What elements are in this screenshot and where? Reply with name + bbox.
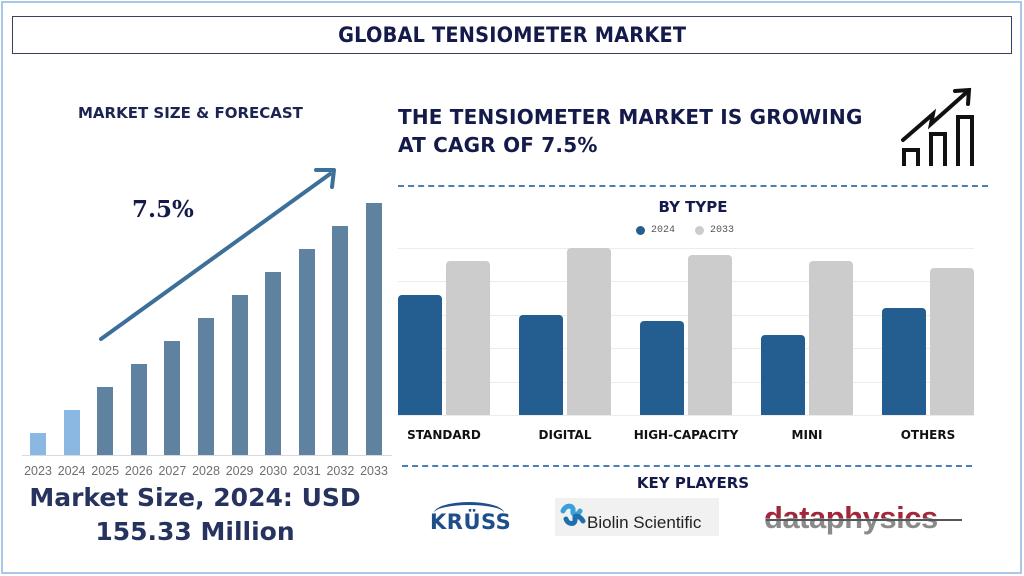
kruss-text: KRÜSS <box>430 510 512 534</box>
bar-high-capacity-2033 <box>688 254 732 415</box>
forecast-chart: 2023 2024 2025 2026 2027 2028 2029 2030 2031 2032… <box>0 0 392 576</box>
legend-label-2024: 2024 <box>651 225 676 236</box>
x-axis-line <box>22 455 392 456</box>
category-label-mini: MINI <box>791 428 823 442</box>
forecast-bar-2026 <box>130 364 147 455</box>
bar-mini-2024 <box>761 334 805 415</box>
legend-label-2033: 2033 <box>710 225 735 236</box>
gridline <box>398 248 974 249</box>
legend-item-2024: 2024 <box>636 225 675 236</box>
bar-standard-2024 <box>398 294 442 415</box>
forecast-bar-2027 <box>164 341 181 455</box>
year-label-2032: 2032 <box>326 464 355 478</box>
forecast-bar-2030 <box>265 272 282 455</box>
biolin-text: Biolin Scientific <box>587 513 702 532</box>
divider-bottom <box>402 465 972 467</box>
legend-dot-2024 <box>636 226 645 235</box>
chart-legend: 2024 2033 <box>636 225 734 236</box>
by-type-title: BY TYPE <box>658 198 728 216</box>
header-title-box: GLOBAL TENSIOMETER MARKET <box>12 16 1012 54</box>
forecast-bar-2033 <box>366 203 382 455</box>
year-label-2030: 2030 <box>259 464 288 478</box>
year-label-2033: 2033 <box>360 464 388 478</box>
logo-biolin-scientific: Biolin Scientific <box>555 498 719 536</box>
biolin-mark-icon <box>560 503 586 526</box>
category-label-high-capacity: HIGH-CAPACITY <box>633 428 739 442</box>
forecast-title: MARKET SIZE & FORECAST <box>78 104 303 122</box>
bar-mini-2033 <box>809 261 853 415</box>
headline-line1: THE TENSIOMETER MARKET IS GROWING <box>398 105 863 129</box>
logo-kruss: KRÜSS <box>430 502 512 538</box>
forecast-bar-2024 <box>63 410 80 455</box>
year-label-2024: 2024 <box>57 464 86 478</box>
year-label-2027: 2027 <box>158 464 187 478</box>
headline-line2: AT CAGR OF 7.5% <box>398 133 598 157</box>
dataphysics-line <box>766 519 962 521</box>
kruss-arc-icon <box>434 502 504 524</box>
divider-top <box>398 185 988 187</box>
forecast-bar-2029 <box>231 295 248 455</box>
category-label-digital: DIGITAL <box>538 428 592 442</box>
category-label-others: OTHERS <box>900 428 956 442</box>
cagr-headline: THE TENSIOMETER MARKET IS GROWING AT CAG… <box>398 103 863 159</box>
year-label-2026: 2026 <box>124 464 153 478</box>
gridline <box>398 314 974 316</box>
forecast-bar-2023 <box>30 433 46 455</box>
growth-chart-icon <box>901 87 974 166</box>
forecast-bar-2028 <box>198 318 214 455</box>
legend-dot-2033 <box>695 226 705 235</box>
gridline <box>398 281 974 283</box>
category-label-standard: STANDARD <box>407 428 481 442</box>
bar-others-2024 <box>882 308 926 415</box>
year-label-2025: 2025 <box>91 464 120 478</box>
bar-high-capacity-2024 <box>640 321 684 415</box>
key-players-title: KEY PLAYERS <box>636 474 750 492</box>
forecast-bar-2031 <box>298 249 315 455</box>
bar-others-2033 <box>930 268 974 415</box>
gridline <box>398 381 974 383</box>
logo-dataphysics: dataphysics <box>764 500 964 540</box>
gridline <box>398 415 974 416</box>
growth-arrow-icon <box>99 168 336 341</box>
page-title: GLOBAL TENSIOMETER MARKET <box>337 23 687 47</box>
year-label-2023: 2023 <box>24 464 52 478</box>
forecast-bar-2032 <box>332 226 349 455</box>
forecast-bar-2025 <box>97 387 114 455</box>
year-label-2031: 2031 <box>292 464 321 478</box>
bar-digital-2024 <box>519 314 563 415</box>
market-size-line2: 155.33 Million <box>95 517 295 546</box>
gridline <box>398 348 974 350</box>
year-label-2029: 2029 <box>225 464 254 478</box>
bar-standard-2033 <box>446 261 490 415</box>
dataphysics-text: dataphysics <box>764 500 938 535</box>
year-label-2028: 2028 <box>192 464 220 478</box>
cagr-label: 7.5% <box>132 196 194 223</box>
market-size-line1: Market Size, 2024: USD <box>29 483 361 512</box>
legend-item-2033: 2033 <box>695 225 734 236</box>
bar-digital-2033 <box>567 248 611 415</box>
